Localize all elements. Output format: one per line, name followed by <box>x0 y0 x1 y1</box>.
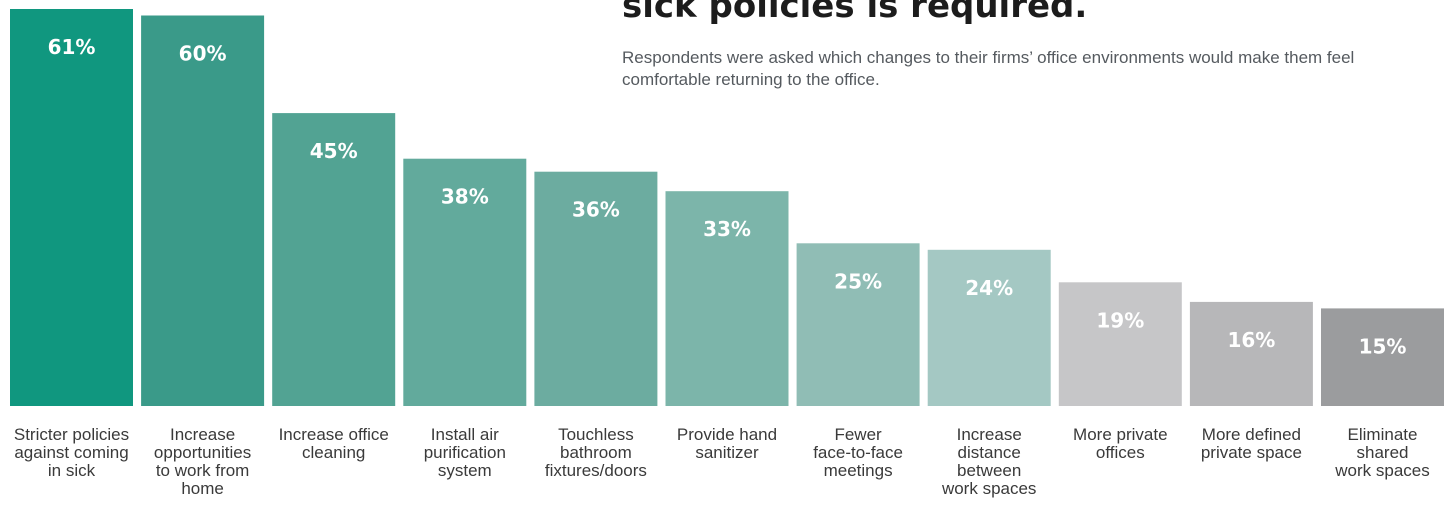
category-label: Stricter policies against coming in sick <box>14 425 129 480</box>
category-label-line: offices <box>1096 443 1145 462</box>
category-label-line: home <box>181 479 224 498</box>
bar-value-label: 25% <box>834 269 882 293</box>
category-label-line: Increase <box>957 425 1022 444</box>
category-labels-group: Stricter policies against coming in sick In… <box>14 425 1430 498</box>
category-label-line: distance <box>958 443 1021 462</box>
category-label-line: cleaning <box>302 443 365 462</box>
category-label-line: bathroom <box>560 443 632 462</box>
category-label-line: Increase <box>170 425 235 444</box>
category-label-line: Provide hand <box>677 425 777 444</box>
bar-11 <box>1321 308 1444 406</box>
category-label: More defined private space <box>1201 425 1302 462</box>
bar-1 <box>10 9 133 406</box>
category-label-line: Eliminate <box>1348 425 1418 444</box>
bar-value-label: 24% <box>965 276 1013 300</box>
bar-value-label: 60% <box>179 42 227 66</box>
category-label-line: sanitizer <box>695 443 759 462</box>
category-label: Install air purification system <box>424 425 506 480</box>
category-label: Increase opportunities to work from home <box>154 425 251 498</box>
category-label-line: in sick <box>48 461 96 480</box>
bars-group <box>10 9 1444 406</box>
category-label-line: Touchless <box>558 425 634 444</box>
category-label: Increase distance between work spaces <box>941 425 1036 498</box>
category-label-line: Install air <box>431 425 499 444</box>
bar-10 <box>1189 301 1313 406</box>
category-label-line: private space <box>1201 443 1302 462</box>
category-label-line: work spaces <box>941 479 1036 498</box>
category-label: Provide hand sanitizer <box>677 425 777 462</box>
category-label-line: More defined <box>1202 425 1301 444</box>
category-label: Fewer face-to-face meetings <box>813 425 903 480</box>
bar-value-label: 36% <box>572 198 620 222</box>
bar-9 <box>1058 282 1182 406</box>
category-label: Increase office cleaning <box>279 425 389 462</box>
category-label-line: meetings <box>824 461 893 480</box>
category-label-line: between <box>957 461 1021 480</box>
bar-value-label: 38% <box>441 185 489 209</box>
category-label-line: face-to-face <box>813 443 903 462</box>
bar-6 <box>665 191 789 406</box>
category-label-line: fixtures/doors <box>545 461 647 480</box>
category-label-line: Stricter policies <box>14 425 129 444</box>
category-label-line: Fewer <box>834 425 882 444</box>
bar-7 <box>796 243 920 406</box>
bar-value-label: 15% <box>1359 334 1407 358</box>
value-labels-group: 61% 60% 45% 38% 36% 33% 25% 24% 19% 16% 15% <box>48 35 1407 358</box>
category-label-line: opportunities <box>154 443 251 462</box>
category-label-line: purification <box>424 443 506 462</box>
bar-4 <box>403 158 527 406</box>
category-label-line: Increase office <box>279 425 389 444</box>
chart-subtitle: Respondents were asked which changes to … <box>622 48 1355 89</box>
category-label-line: work spaces <box>1334 461 1429 480</box>
category-label-line: to work from <box>156 461 250 480</box>
bar-8 <box>927 249 1051 406</box>
bar-value-label: 45% <box>310 139 358 163</box>
category-label: Eliminate shared work spaces <box>1334 425 1429 480</box>
category-label-line: system <box>438 461 492 480</box>
category-label-line: shared <box>1357 443 1409 462</box>
bar-2 <box>141 15 265 406</box>
category-label-line: More private <box>1073 425 1167 444</box>
bar-value-label: 33% <box>703 217 751 241</box>
category-label: More private offices <box>1073 425 1167 462</box>
bar-3 <box>272 113 396 406</box>
category-label: Touchless bathroom fixtures/doors <box>545 425 647 480</box>
bar-value-label: 61% <box>48 35 96 59</box>
chart-title: sick policies is required. <box>622 0 1088 26</box>
bar-value-label: 16% <box>1227 328 1275 352</box>
bar-5 <box>534 171 658 406</box>
category-label-line: against coming <box>14 443 128 462</box>
bar-value-label: 19% <box>1096 308 1144 332</box>
